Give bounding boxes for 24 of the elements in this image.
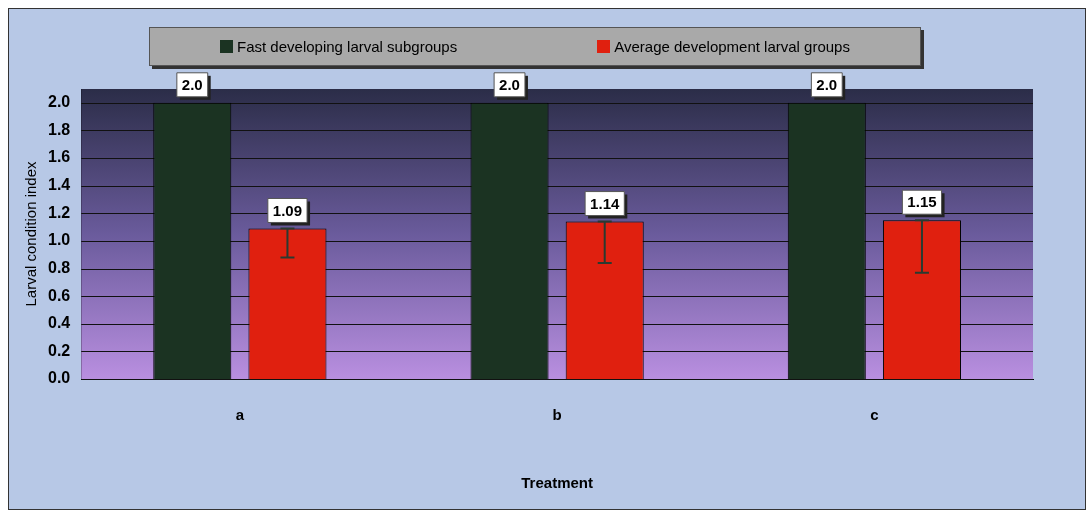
y-tick-label: 0.8 — [47, 258, 71, 276]
legend-label: Average development larval groups — [614, 38, 850, 55]
x-axis-title: Treatment — [521, 474, 593, 492]
y-tick-label: 1.6 — [47, 148, 71, 166]
data-label: 2.0 — [181, 75, 203, 93]
y-tick-label: 0.2 — [47, 341, 71, 359]
legend-label: Fast developing larval subgroups — [237, 38, 458, 55]
x-tick-label: b — [552, 406, 562, 424]
x-tick-label: c — [870, 406, 879, 424]
y-tick-label: 1.8 — [47, 120, 71, 138]
data-label: 2.0 — [499, 75, 520, 93]
data-label: 1.14 — [590, 194, 620, 212]
data-label: 2.0 — [816, 75, 838, 93]
y-tick-label: 1.4 — [47, 176, 71, 194]
x-tick-label: a — [235, 406, 245, 424]
y-axis-title: Larval condition index — [22, 160, 40, 307]
y-tick-label: 2.0 — [47, 93, 71, 111]
y-tick-label: 1.0 — [47, 231, 71, 249]
y-tick-label: 0.4 — [47, 314, 71, 332]
y-tick-label: 1.2 — [47, 203, 71, 221]
y-tick-label: 0.6 — [47, 286, 71, 304]
data-label: 1.15 — [907, 193, 937, 211]
y-tick-label: 0.0 — [47, 369, 71, 387]
data-label: 1.09 — [272, 201, 303, 219]
